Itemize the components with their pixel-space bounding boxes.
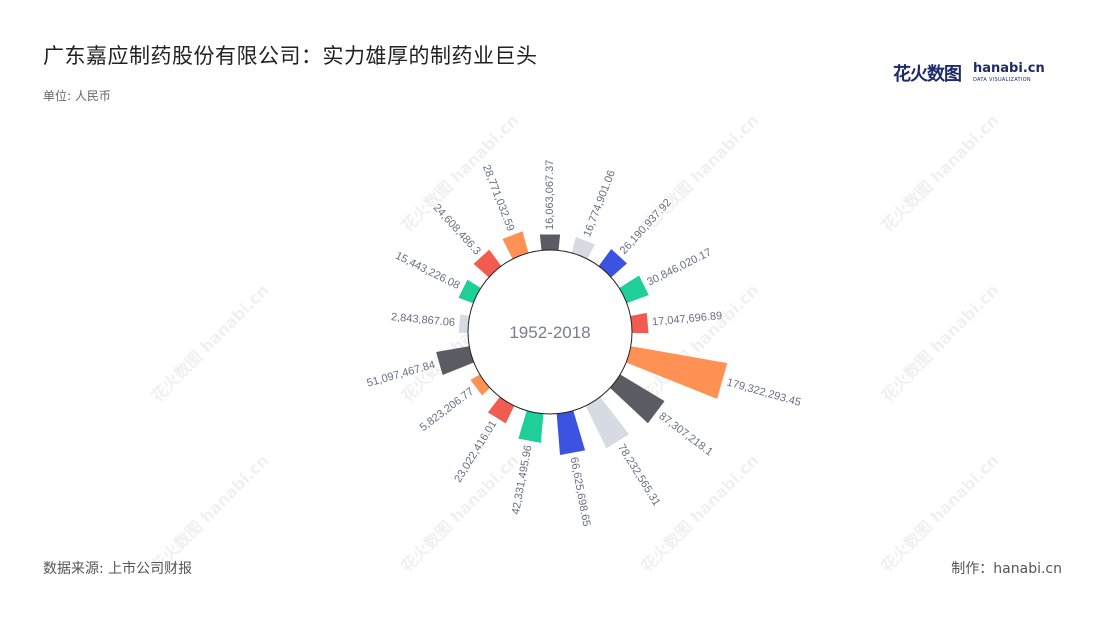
- bar-17: [502, 231, 529, 261]
- center-circle: [467, 249, 633, 415]
- bar-8: [584, 395, 630, 449]
- center-label: 1952-2018: [509, 323, 590, 342]
- bar-7: [608, 373, 665, 424]
- data-source: 数据来源: 上市公司财报: [43, 561, 193, 577]
- bar-label-7: 87,307,218.1: [656, 410, 714, 458]
- brand-logo: 花火数图 hanabi.cn DATA VISUALIZATION: [893, 60, 1045, 88]
- logo-sub: DATA VISUALIZATION: [973, 77, 1031, 83]
- bar-label-16: 24,608,486.3: [431, 202, 483, 258]
- bar-label-1: 16,063,067.37: [544, 160, 556, 230]
- bar-label-4: 30,846,020.17: [645, 246, 713, 288]
- bar-label-2: 16,774,901.06: [581, 169, 618, 239]
- bar-1: [539, 234, 561, 253]
- bar-label-15: 15,443,226.08: [393, 250, 461, 292]
- bar-label-8: 78,232,565.31: [615, 442, 662, 508]
- bar-label-14: 2,843,867.06: [390, 311, 455, 329]
- bar-label-6: 179,322,293.45: [725, 376, 802, 408]
- logo-en: hanabi.cn: [973, 61, 1045, 76]
- unit-label: 单位: 人民币: [43, 89, 111, 103]
- bar-label-12: 5,823,206.77: [418, 386, 476, 434]
- bar-13: [436, 345, 476, 375]
- bar-9: [556, 408, 586, 456]
- bar-label-9: 66,625,698.65: [568, 456, 593, 527]
- bar-4: [617, 275, 649, 304]
- maker-credit: 制作：hanabi.cn: [951, 561, 1062, 577]
- bar-6: [624, 345, 728, 399]
- bar-10: [518, 408, 544, 443]
- bar-5: [628, 312, 649, 334]
- bar-label-13: 51,097,467.84: [366, 359, 437, 390]
- bar-label-11: 23,022,416.01: [452, 419, 499, 485]
- bar-label-5: 17,047,696.89: [652, 310, 723, 328]
- bar-label-3: 26,190,937.92: [618, 197, 674, 257]
- logo-cn: 花火数图: [893, 64, 962, 85]
- bar-12: [470, 373, 492, 396]
- chart-title: 广东嘉应制药股份有限公司：实力雄厚的制药业巨头: [43, 44, 538, 68]
- bar-label-10: 42,331,495.96: [510, 444, 535, 515]
- bar-label-17: 28,771,032.59: [480, 163, 517, 233]
